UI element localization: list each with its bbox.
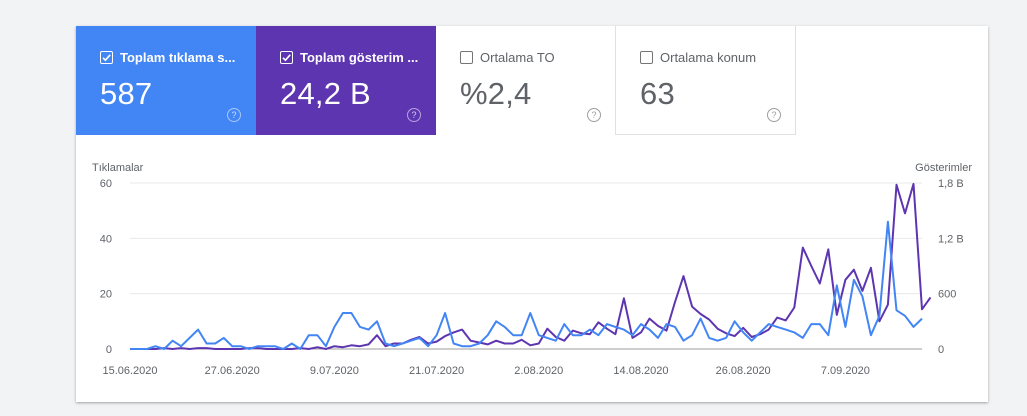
metric-label: Toplam tıklama s... [120,50,236,65]
right-axis-title: Gösterimler [915,162,972,174]
x-tick-label: 26.08.2020 [716,365,771,377]
x-tick-label: 9.07.2020 [310,365,359,377]
help-icon[interactable]: ? [767,108,781,122]
left-axis-title: Tıklamalar [92,162,144,174]
checkbox-checked-icon[interactable] [280,51,293,64]
metric-value: %2,4 [460,76,532,111]
help-icon[interactable]: ? [587,108,601,122]
x-tick-label: 7.09.2020 [821,365,870,377]
metric-label: Toplam gösterim ... [300,50,419,65]
checkbox-unchecked-icon[interactable] [640,51,653,64]
metric-total-clicks[interactable]: Toplam tıklama s... 587 ? [76,26,256,135]
x-tick-label: 15.06.2020 [102,365,157,377]
left-tick-label: 20 [100,289,112,301]
metric-label: Ortalama TO [480,50,555,65]
right-tick-label: 1,2 B [938,233,964,245]
x-tick-label: 27.06.2020 [205,365,260,377]
metric-value: 587 [100,76,153,111]
x-tick-label: 21.07.2020 [409,365,464,377]
help-icon[interactable]: ? [227,108,241,122]
metric-value: 63 [640,76,675,111]
metric-average-ctr[interactable]: Ortalama TO %2,4 ? [436,26,616,135]
right-tick-label: 0 [938,344,944,356]
metric-total-impressions[interactable]: Toplam gösterim ... 24,2 B ? [256,26,436,135]
metric-average-position[interactable]: Ortalama konum 63 ? [616,26,796,135]
left-tick-label: 0 [106,344,112,356]
metric-label: Ortalama konum [660,50,757,65]
help-icon[interactable]: ? [407,108,421,122]
right-tick-label: 600 [938,289,956,301]
metric-value: 24,2 B [280,76,371,111]
x-tick-label: 14.08.2020 [613,365,668,377]
left-tick-label: 40 [100,233,112,245]
left-tick-label: 60 [100,178,112,190]
x-tick-label: 2.08.2020 [514,365,563,377]
checkbox-checked-icon[interactable] [100,51,113,64]
right-tick-label: 1,8 B [938,178,964,190]
series-line-impressions [130,182,932,350]
performance-card: Toplam tıklama s... 587 ? Toplam gösteri… [76,26,988,402]
checkbox-unchecked-icon[interactable] [460,51,473,64]
series-line-clicks [130,220,923,350]
